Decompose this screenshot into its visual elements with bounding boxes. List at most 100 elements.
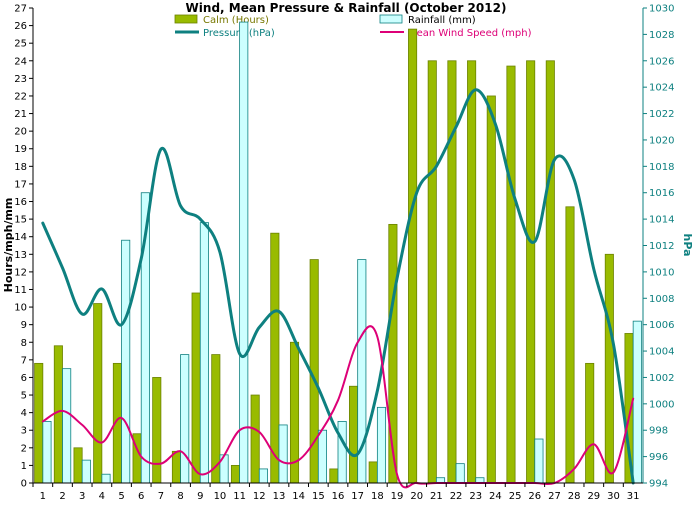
calm-bar: [250, 394, 260, 484]
calm-bar: [408, 28, 418, 484]
x-tick-label: 4: [99, 491, 105, 502]
calm-bar: [329, 468, 339, 484]
legend-calm-label: Calm (Hours): [203, 15, 269, 26]
y-tick-left-label: 3: [21, 426, 27, 437]
y-tick-right-label: 1028: [649, 30, 674, 41]
x-tick-label: 12: [253, 491, 266, 502]
calm-bar: [467, 60, 477, 484]
x-tick-label: 7: [158, 491, 164, 502]
x-tick-label: 19: [391, 491, 404, 502]
calm-bar: [230, 465, 241, 484]
x-tick-label: 28: [568, 491, 581, 502]
x-tick-label: 13: [273, 491, 286, 502]
y-tick-right-label: 1010: [649, 267, 674, 278]
y-tick-left-label: 17: [14, 179, 27, 190]
rainfall-bar: [337, 421, 347, 484]
calm-bar: [152, 377, 162, 484]
y-tick-right-label: 1012: [649, 241, 674, 252]
rainfall-bar: [42, 421, 52, 484]
x-tick-label: 18: [371, 491, 384, 502]
calm-bar: [526, 60, 536, 484]
calm-bar: [171, 450, 181, 484]
x-tick-label: 10: [214, 491, 227, 502]
y-tick-left-label: 11: [14, 285, 27, 296]
rainfall-bar: [62, 368, 72, 484]
calm-bar: [585, 362, 595, 484]
rainfall-bar: [278, 424, 288, 484]
y-tick-left-label: 9: [21, 320, 27, 331]
rainfall-bar: [180, 354, 190, 484]
y-tick-right-label: 1020: [649, 135, 674, 146]
calm-bar: [270, 232, 280, 484]
y-tick-left-label: 10: [14, 303, 27, 314]
x-tick-label: 15: [312, 491, 325, 502]
calm-bar: [486, 95, 496, 484]
y-tick-left-label: 2: [21, 443, 27, 454]
calm-bar: [604, 253, 614, 484]
legend-wind-label: Mean Wind Speed (mph): [408, 28, 532, 39]
calm-bars: [34, 28, 634, 484]
y-tick-left-label: 7: [21, 355, 27, 366]
x-tick-label: 22: [450, 491, 463, 502]
y-tick-right-label: 1016: [649, 188, 674, 199]
rainfall-bar: [199, 222, 209, 484]
y-tick-left-label: 4: [21, 408, 27, 419]
y-tick-right-label: 1014: [649, 215, 674, 226]
y-tick-right-label: 1030: [649, 4, 674, 15]
y-tick-right-label: 996: [649, 452, 668, 463]
y-tick-right-label: 1026: [649, 56, 674, 67]
x-axis-ticks: 1 2 3 4 5 6 7 8 9 10 11 12 13 14 15 16 17 18 19 20 21 22 23 24 2…: [32, 483, 640, 502]
y-tick-right-label: 998: [649, 426, 668, 437]
y-axis-right-label: hPa: [681, 233, 694, 256]
legend: Calm (Hours) Rainfall (mm) Pressure (hPa…: [174, 14, 532, 39]
rainfall-bar: [101, 473, 111, 484]
x-tick-label: 1: [40, 491, 46, 502]
legend-pressure-label: Pressure (hPa): [203, 28, 275, 39]
y-tick-left-label: 27: [14, 4, 27, 15]
calm-bar: [506, 65, 516, 484]
x-tick-label: 29: [587, 491, 600, 502]
x-tick-label: 8: [177, 491, 183, 502]
x-tick-label: 11: [233, 491, 246, 502]
y-tick-right-label: 1018: [649, 162, 674, 173]
y-tick-left-label: 16: [14, 197, 27, 208]
y-tick-right-label: 1002: [649, 373, 674, 384]
chart-title: Wind, Mean Pressure & Rainfall (October …: [186, 1, 507, 15]
y-tick-left-label: 21: [14, 109, 27, 120]
x-tick-label: 23: [469, 491, 482, 502]
x-tick-label: 9: [197, 491, 203, 502]
legend-rain-swatch: [379, 14, 403, 24]
y-tick-left-label: 20: [14, 127, 27, 138]
y-tick-left-label: 26: [14, 21, 27, 32]
x-tick-label: 14: [292, 491, 305, 502]
legend-calm-swatch: [174, 14, 198, 24]
y-tick-left-label: 1: [21, 461, 27, 472]
rainfall-bar: [534, 438, 544, 484]
x-tick-label: 21: [430, 491, 443, 502]
y-tick-right-label: 1000: [649, 399, 674, 410]
y-axis-left-ticks: 0123456789101112131415161718192021222324…: [14, 4, 33, 490]
calm-bar: [191, 292, 201, 484]
y-tick-left-label: 12: [14, 267, 27, 278]
y-tick-left-label: 0: [21, 479, 27, 490]
x-tick-label: 17: [351, 491, 364, 502]
x-tick-label: 6: [138, 491, 144, 502]
x-tick-label: 20: [410, 491, 423, 502]
calm-bar: [565, 206, 575, 484]
y-tick-right-label: 1004: [649, 347, 674, 358]
x-tick-label: 16: [332, 491, 345, 502]
y-tick-right-label: 994: [649, 479, 668, 490]
y-tick-left-label: 25: [14, 39, 27, 50]
rainfall-bar: [455, 463, 465, 484]
rainfall-bar: [258, 468, 268, 484]
rainfall-bar: [81, 459, 91, 484]
y-tick-left-label: 6: [21, 373, 27, 384]
y-tick-left-label: 22: [14, 91, 27, 102]
y-tick-right-label: 1024: [649, 83, 674, 94]
x-tick-label: 31: [627, 491, 640, 502]
y-tick-left-label: 14: [14, 232, 27, 243]
rainfall-bar: [376, 406, 387, 484]
x-tick-label: 27: [548, 491, 561, 502]
calm-bar: [34, 362, 44, 484]
